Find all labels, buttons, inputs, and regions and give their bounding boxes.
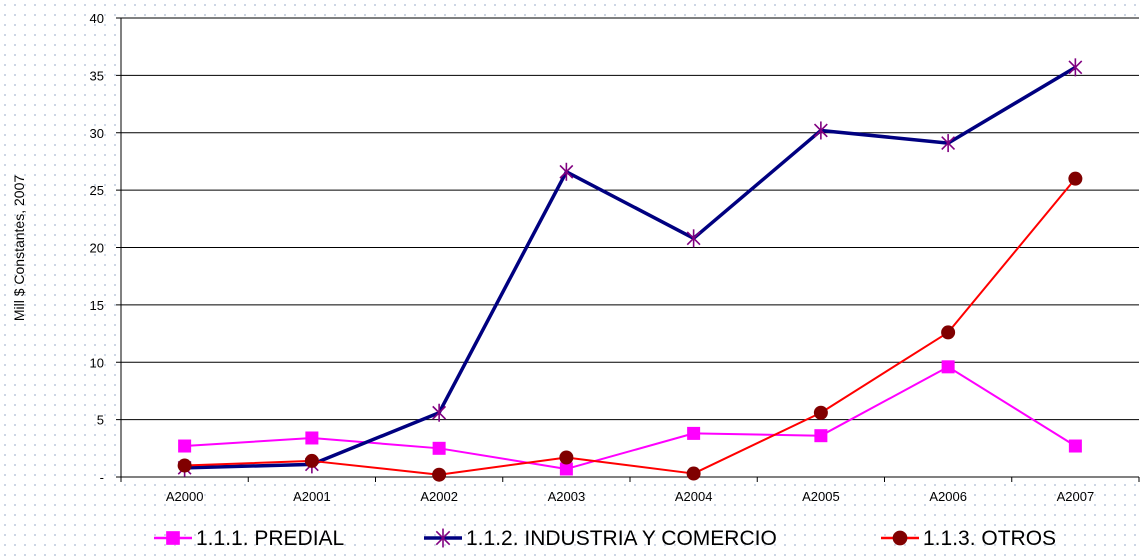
data-point (687, 426, 701, 440)
y-tick-label: 10 (90, 355, 104, 370)
data-point (432, 441, 446, 455)
legend-item-3: 1.1.3. OTROS (881, 527, 1056, 550)
data-point (1068, 58, 1083, 77)
x-tick-label: A2004 (675, 489, 713, 504)
data-point (1068, 171, 1083, 186)
data-point (432, 467, 447, 482)
x-tick-label: A2001 (293, 489, 331, 504)
x-tick-label: A2007 (1057, 489, 1095, 504)
y-tick-label: 15 (90, 298, 104, 313)
x-tick-label: A2006 (929, 489, 967, 504)
y-tick-label: 30 (90, 126, 104, 141)
data-point (305, 431, 319, 445)
data-point (559, 162, 574, 181)
data-point (686, 466, 701, 481)
data-point (941, 360, 955, 374)
y-tick-label: 5 (97, 413, 104, 428)
data-point (177, 458, 192, 473)
series-line (184, 365, 1076, 470)
y-tick-labels: - 5 10 15 20 25 30 35 40 (90, 11, 104, 485)
legend-marker (435, 528, 451, 548)
y-tick-label: 25 (90, 183, 104, 198)
x-tick-label: A2005 (802, 489, 840, 504)
axes (116, 17, 1140, 482)
legend-item-1: 1.1.1. PREDIAL (154, 527, 344, 550)
series-line (184, 65, 1077, 470)
legend: 1.1.1. PREDIAL 1.1.2. INDUSTRIA Y COMERCI… (154, 527, 1056, 550)
y-tick-label: 40 (90, 11, 104, 26)
legend-label: 1.1.1. PREDIAL (196, 527, 344, 550)
x-tick-label: A2003 (548, 489, 586, 504)
data-point (813, 405, 828, 420)
data-point (178, 439, 192, 453)
data-point (304, 453, 319, 468)
data-point (1068, 439, 1082, 453)
x-tick-labels: A2000 A2001 A2002 A2003 A2004 A2005 A2006 A2007 (166, 489, 1094, 504)
legend-label: 1.1.3. OTROS (923, 527, 1056, 550)
data-point (432, 403, 447, 422)
data-point (814, 429, 828, 443)
y-tick-label: 35 (90, 68, 104, 83)
series-group (177, 58, 1083, 482)
series-line (184, 178, 1077, 476)
data-point (941, 325, 956, 340)
legend-marker (892, 530, 908, 546)
legend-label: 1.1.2. INDUSTRIA Y COMERCIO (466, 527, 777, 550)
series-1 (178, 360, 1082, 476)
data-point (686, 229, 701, 248)
data-point (941, 134, 956, 153)
data-point (559, 450, 574, 465)
y-tick-label: 20 (90, 241, 104, 256)
series-3 (177, 171, 1083, 482)
legend-marker (166, 531, 180, 545)
gridlines (121, 17, 1139, 421)
data-point (559, 462, 573, 476)
x-tick-label: A2002 (420, 489, 458, 504)
data-point (813, 121, 828, 140)
x-tick-label: A2000 (166, 489, 204, 504)
y-tick-label: - (100, 470, 104, 485)
legend-item-2: 1.1.2. INDUSTRIA Y COMERCIO (424, 527, 777, 550)
y-axis-title: Mill $ Constantes, 2007 (11, 175, 27, 322)
